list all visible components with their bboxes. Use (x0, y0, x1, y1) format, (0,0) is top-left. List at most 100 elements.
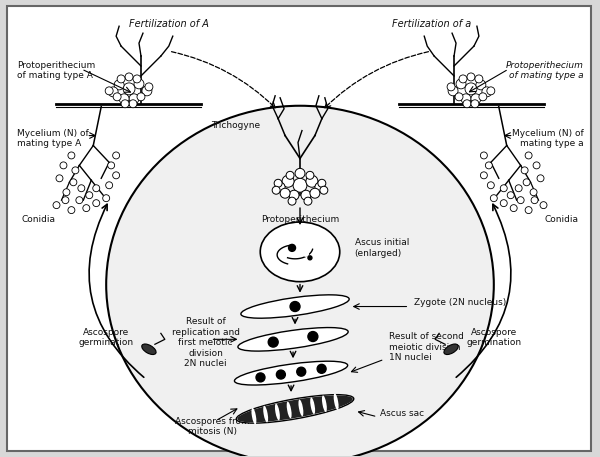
Circle shape (310, 188, 320, 198)
FancyBboxPatch shape (7, 6, 591, 451)
Text: Result of
replication and
first meiotic
division
2N nuclei: Result of replication and first meiotic … (172, 318, 239, 368)
Circle shape (448, 86, 458, 96)
Circle shape (256, 373, 265, 382)
Circle shape (510, 205, 517, 212)
Circle shape (530, 189, 537, 196)
Ellipse shape (251, 408, 256, 425)
Circle shape (455, 93, 463, 101)
Ellipse shape (263, 406, 268, 422)
Circle shape (72, 167, 79, 174)
Circle shape (68, 152, 75, 159)
Circle shape (119, 94, 129, 104)
Circle shape (317, 364, 326, 373)
Circle shape (142, 86, 152, 96)
Ellipse shape (241, 295, 349, 318)
Circle shape (289, 244, 296, 251)
Circle shape (295, 168, 305, 178)
Circle shape (304, 251, 308, 256)
Circle shape (83, 205, 90, 212)
Ellipse shape (275, 404, 280, 420)
Circle shape (485, 162, 493, 169)
Circle shape (288, 197, 296, 205)
Circle shape (297, 367, 306, 376)
Text: Protoperithecium
of mating type A: Protoperithecium of mating type A (17, 61, 95, 80)
Circle shape (459, 75, 467, 83)
Circle shape (70, 179, 77, 186)
Ellipse shape (236, 395, 354, 423)
Text: Mycelium (N) of
mating type A: Mycelium (N) of mating type A (17, 128, 88, 148)
Circle shape (117, 75, 125, 83)
Text: Conidia: Conidia (22, 215, 56, 224)
Circle shape (93, 185, 100, 192)
Circle shape (487, 182, 494, 189)
Ellipse shape (235, 361, 347, 385)
Circle shape (521, 167, 528, 174)
Circle shape (290, 302, 300, 312)
Text: Result of second
meiotic division
1N nuclei: Result of second meiotic division 1N nuc… (389, 332, 464, 362)
Text: Ascospores from
mitosis (N): Ascospores from mitosis (N) (175, 417, 250, 436)
Circle shape (62, 197, 69, 204)
Circle shape (320, 186, 328, 194)
Text: Trichogyne: Trichogyne (211, 121, 260, 130)
Circle shape (105, 87, 113, 95)
Circle shape (277, 370, 286, 379)
Circle shape (525, 207, 532, 213)
Circle shape (123, 83, 135, 95)
Circle shape (515, 185, 522, 192)
Circle shape (286, 171, 294, 179)
Circle shape (301, 190, 311, 200)
Text: Ascospore
germination: Ascospore germination (466, 328, 521, 347)
Circle shape (525, 152, 532, 159)
Circle shape (133, 75, 141, 83)
Circle shape (475, 75, 483, 83)
Circle shape (481, 152, 487, 159)
Circle shape (293, 178, 307, 192)
Circle shape (500, 200, 507, 207)
Circle shape (113, 152, 119, 159)
Ellipse shape (142, 344, 156, 355)
Circle shape (471, 94, 481, 104)
Circle shape (275, 182, 285, 192)
Circle shape (274, 179, 282, 187)
Circle shape (500, 185, 507, 192)
Text: Zygote (2N nucleus): Zygote (2N nucleus) (415, 298, 506, 307)
Circle shape (145, 83, 153, 91)
Circle shape (487, 87, 495, 95)
Circle shape (106, 182, 113, 189)
Circle shape (490, 195, 497, 202)
Ellipse shape (334, 393, 338, 410)
Circle shape (308, 256, 312, 260)
Circle shape (129, 94, 139, 104)
Circle shape (531, 197, 538, 204)
Circle shape (456, 79, 466, 89)
Circle shape (479, 93, 487, 101)
Ellipse shape (260, 222, 340, 282)
Circle shape (68, 207, 75, 213)
Text: Ascus sac: Ascus sac (380, 409, 424, 418)
Circle shape (60, 162, 67, 169)
Circle shape (129, 100, 137, 108)
Ellipse shape (298, 399, 304, 416)
Circle shape (53, 202, 60, 209)
Circle shape (93, 200, 100, 207)
Circle shape (523, 179, 530, 186)
Circle shape (114, 80, 124, 90)
Text: Protoperithecium: Protoperithecium (261, 215, 339, 224)
Text: Protoperithecium
of mating type a: Protoperithecium of mating type a (505, 61, 583, 80)
Circle shape (108, 87, 118, 97)
Circle shape (471, 100, 479, 108)
Text: Mycelium (N) of
mating type a: Mycelium (N) of mating type a (512, 128, 583, 148)
Text: Fertilization of a: Fertilization of a (392, 19, 471, 29)
Circle shape (481, 172, 487, 179)
Circle shape (268, 337, 278, 347)
Text: Ascus initial
(enlarged): Ascus initial (enlarged) (355, 238, 409, 258)
Circle shape (463, 100, 471, 108)
Circle shape (125, 73, 133, 81)
Circle shape (134, 79, 144, 89)
Text: Fertilization of A: Fertilization of A (129, 19, 209, 29)
Circle shape (315, 182, 325, 192)
Circle shape (113, 172, 119, 179)
Circle shape (306, 175, 318, 187)
Circle shape (465, 83, 477, 95)
Circle shape (308, 332, 318, 341)
